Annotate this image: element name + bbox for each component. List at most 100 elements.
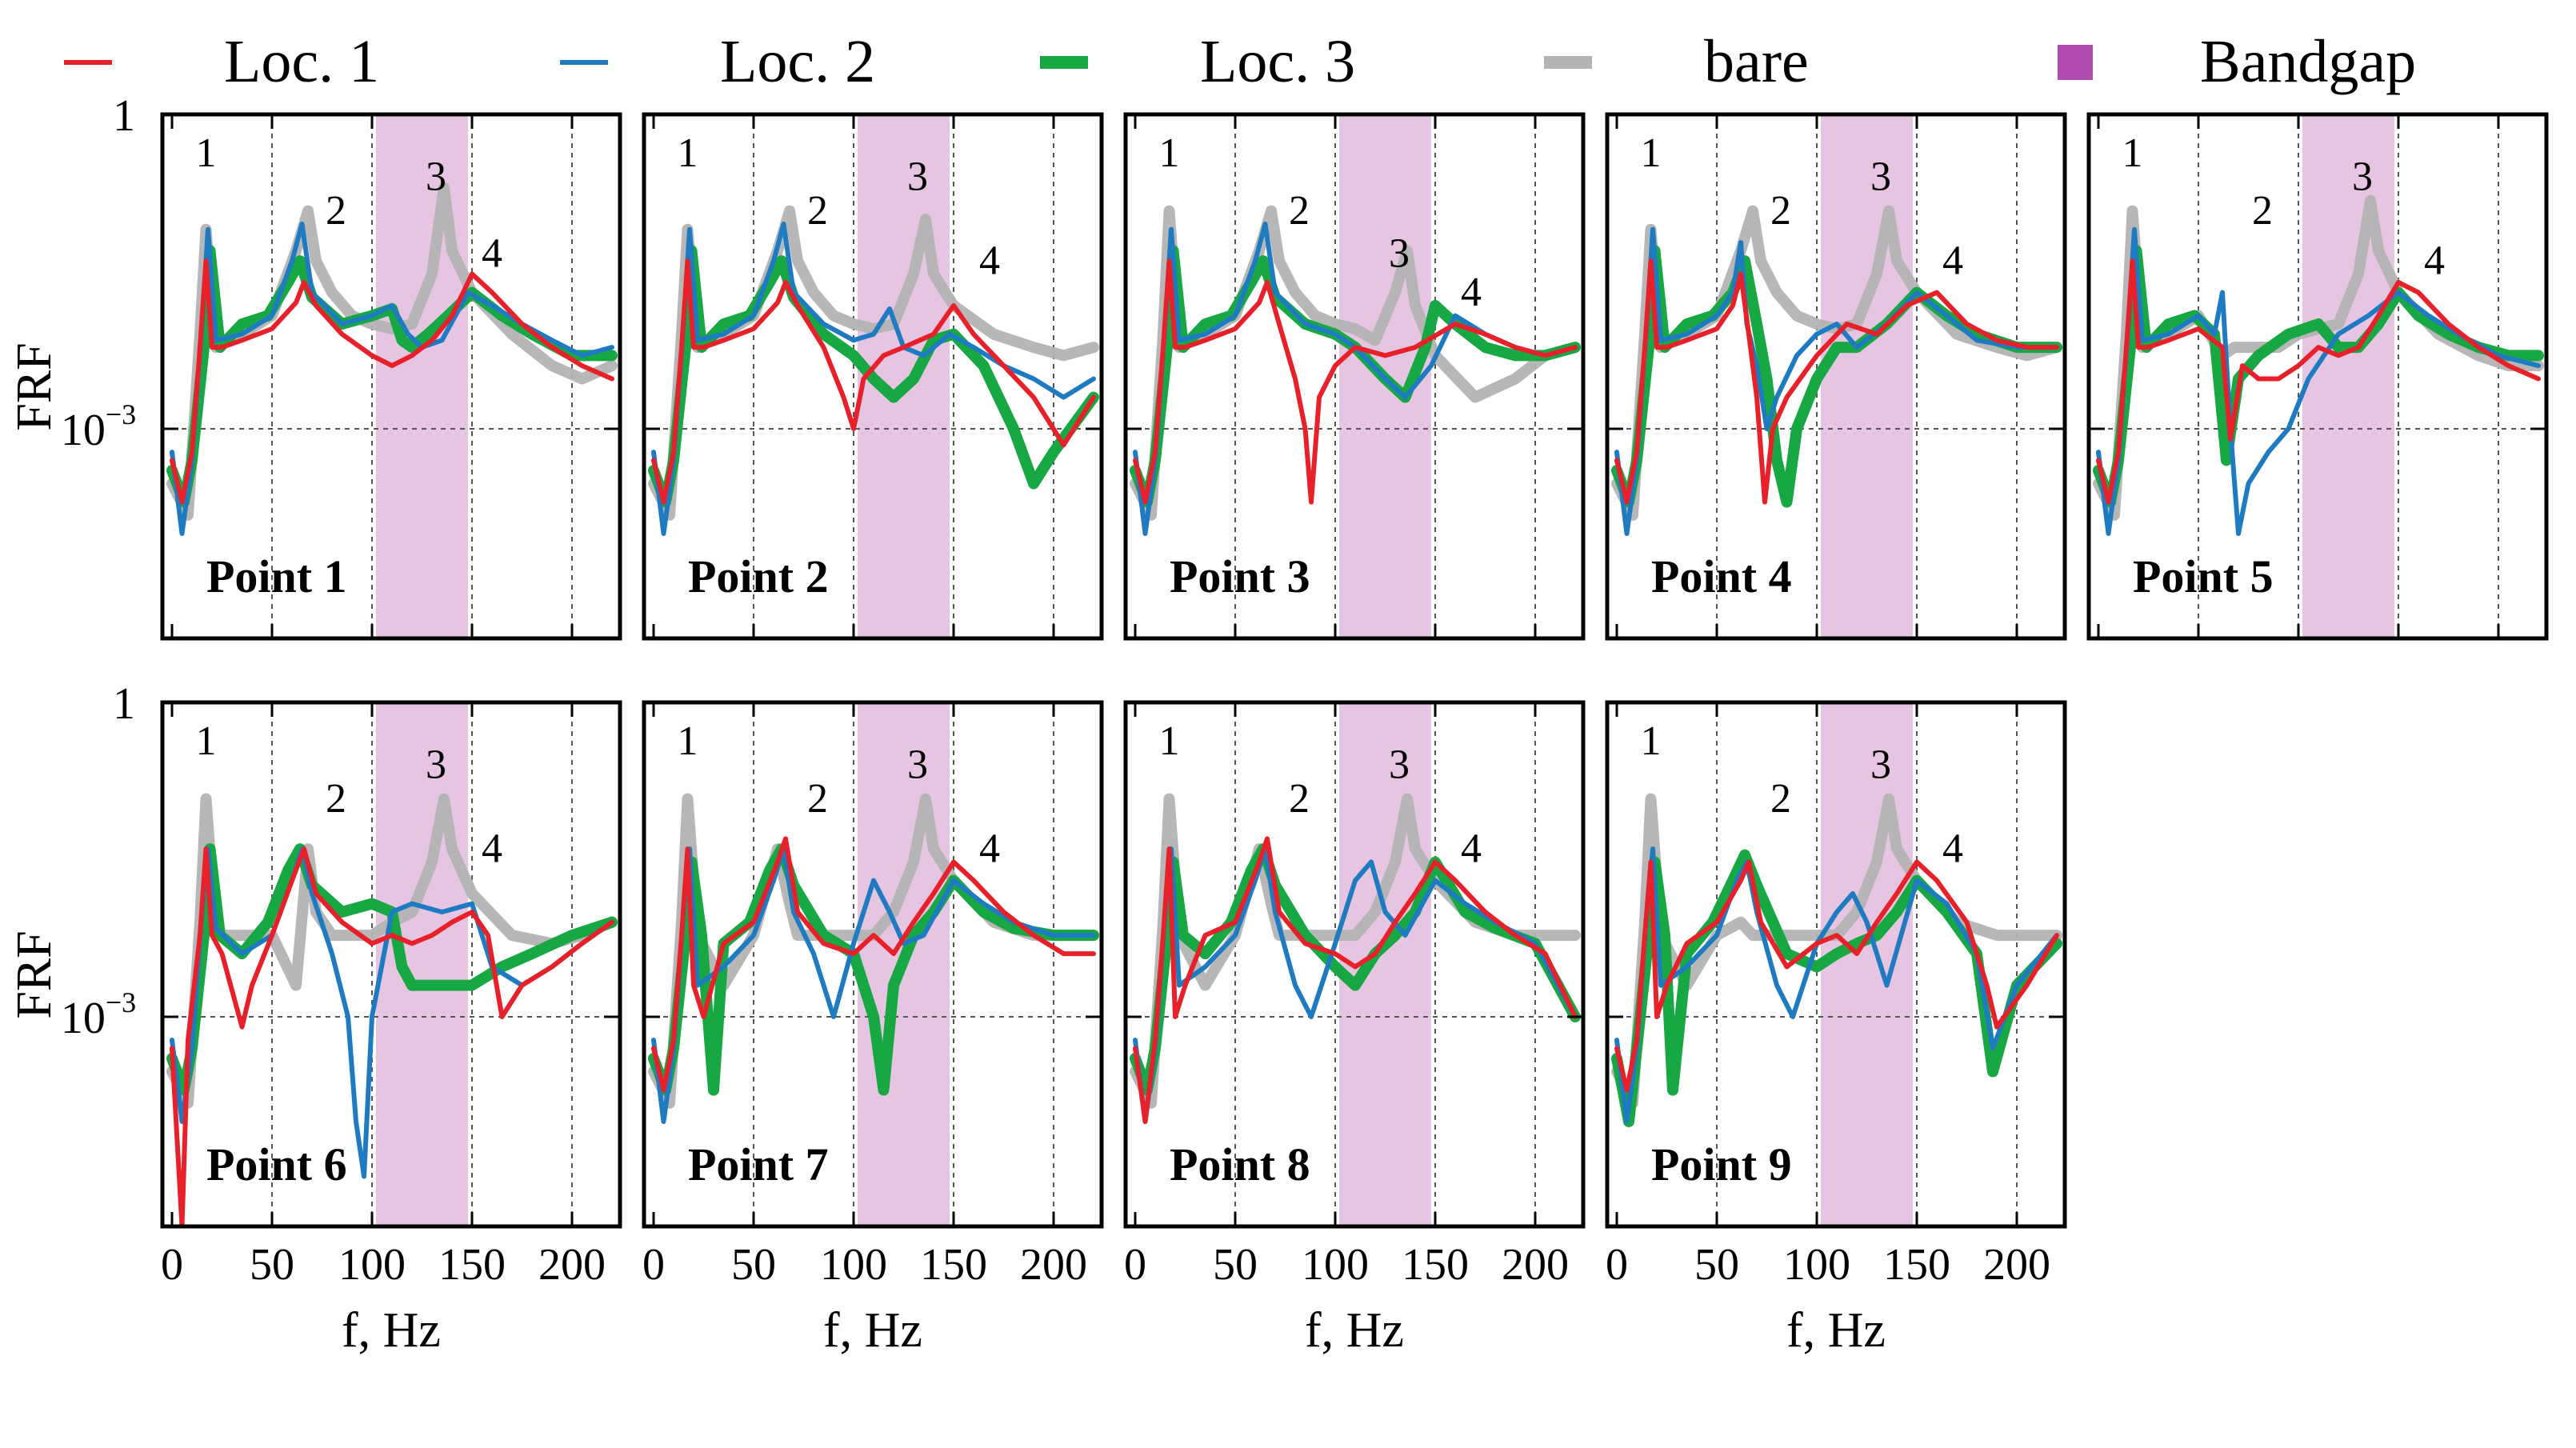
mode-label: 4	[1461, 826, 1482, 871]
mode-label: 1	[2122, 130, 2143, 176]
mode-label: 3	[426, 742, 446, 787]
panel-5: 1 2 3 4 Point 5	[2086, 112, 2549, 641]
y-tick-label-1e-3: 10−3	[61, 398, 136, 455]
legend-entry: bare	[1544, 28, 1809, 95]
series-line-loc-1	[170, 846, 614, 1226]
panel-2: 1 2 3 4 Point 2	[642, 112, 1104, 641]
x-axis-label: f, Hz	[823, 1303, 922, 1358]
panel-9: 1 2 3 4 Point 9 0 50 100 150 200 f, Hz	[1605, 700, 2067, 1358]
series-line-loc-1	[1133, 836, 1578, 1124]
mode-label: 3	[1870, 154, 1891, 199]
mode-label: 3	[907, 154, 928, 199]
mode-label: 4	[482, 231, 502, 277]
mode-label: 2	[326, 776, 346, 822]
mode-label: 1	[1641, 130, 1662, 176]
legend-entry: Loc. 1	[64, 28, 379, 95]
x-tick-label: 50	[1694, 1240, 1739, 1290]
bandgap-region	[1821, 702, 1913, 1226]
mode-label: 1	[678, 718, 698, 764]
legend-label: Loc. 2	[720, 28, 875, 95]
mode-label: 1	[196, 718, 217, 764]
x-tick-label: 100	[1302, 1240, 1369, 1290]
y-tick-label-1: 1	[113, 91, 135, 141]
panel-title: Point 9	[1651, 1138, 1792, 1190]
panel-7: 1 2 3 4 Point 7 0 50 100 150 200 f, Hz	[642, 700, 1104, 1358]
mode-label: 3	[2352, 154, 2373, 199]
series-group	[1611, 205, 2062, 536]
mode-label: 1	[1159, 718, 1180, 764]
mode-label: 1	[1159, 130, 1180, 176]
series-line-loc-1	[651, 258, 1096, 505]
mode-label: 4	[979, 826, 1000, 871]
mode-label: 2	[1770, 776, 1791, 822]
series-group	[1611, 793, 2062, 1127]
panel-title: Point 8	[1170, 1138, 1310, 1190]
panel-frame	[1123, 112, 1586, 641]
y-axis-label: FRF	[7, 930, 62, 1018]
panel-title: Point 7	[688, 1138, 829, 1190]
y-tick-label-1e-3: 10−3	[61, 986, 136, 1043]
y-tick-label-1: 1	[113, 679, 135, 729]
mode-label: 2	[2252, 188, 2273, 234]
x-tick-label: 0	[642, 1240, 665, 1290]
x-tick-label: 150	[1402, 1240, 1469, 1290]
x-tick-label: 50	[250, 1240, 294, 1290]
mode-label: 2	[1289, 776, 1310, 822]
series-line-loc-1	[1614, 859, 2059, 1093]
y-axis-label: FRF	[7, 342, 62, 430]
series-group	[1130, 205, 1581, 536]
bandgap-region	[2302, 114, 2394, 638]
x-tick-label: 0	[1606, 1240, 1628, 1290]
x-tick-label: 200	[1020, 1240, 1087, 1290]
panel-frame	[642, 112, 1104, 641]
legend-entry: Loc. 2	[560, 28, 875, 95]
x-tick-label: 0	[1124, 1240, 1146, 1290]
series-group	[648, 793, 1099, 1124]
panel-title: Point 1	[206, 550, 347, 602]
legend-label: Loc. 1	[224, 28, 379, 95]
panel-frame	[1123, 700, 1586, 1229]
mode-label: 1	[678, 130, 698, 176]
legend-label: Bandgap	[2200, 28, 2416, 95]
x-tick-label: 200	[1502, 1240, 1569, 1290]
series-line-loc-2	[1614, 226, 2059, 536]
panel-frame	[1605, 700, 2067, 1229]
legend-swatch-4	[2058, 45, 2093, 80]
panel-title: Point 3	[1170, 550, 1310, 602]
x-tick-label: 150	[920, 1240, 987, 1290]
panel-frame	[160, 112, 622, 641]
x-tick-label: 150	[438, 1240, 506, 1290]
series-group	[166, 793, 618, 1226]
exponent: −3	[106, 398, 136, 430]
panel-3: 1 2 3 4 Point 3	[1123, 112, 1586, 641]
x-axis-label: f, Hz	[1786, 1303, 1886, 1358]
bandgap-region	[376, 702, 468, 1226]
panel-8: 1 2 3 4 Point 8 0 50 100 150 200 f, Hz	[1123, 700, 1586, 1358]
mode-label: 4	[482, 826, 502, 871]
panel-frame	[160, 700, 622, 1229]
mode-label: 2	[326, 188, 346, 234]
series-group	[1130, 793, 1581, 1124]
panel-title: Point 6	[206, 1138, 347, 1190]
series-line-loc-1	[170, 258, 614, 505]
x-tick-label: 0	[161, 1240, 183, 1290]
panel-title: Point 5	[2133, 550, 2274, 602]
x-tick-label: 200	[1983, 1240, 2050, 1290]
mode-label: 4	[1942, 238, 1963, 283]
series-line-loc-1	[1133, 258, 1578, 505]
mode-label: 1	[196, 130, 217, 176]
panel-frame	[642, 700, 1104, 1229]
mode-label: 2	[807, 188, 828, 234]
panel-4: 1 2 3 4 Point 4	[1605, 112, 2067, 641]
panel-frame	[2086, 112, 2549, 641]
mode-label: 3	[1870, 742, 1891, 787]
series-line-loc-2	[1614, 846, 2059, 1124]
mode-label: 4	[1461, 270, 1482, 315]
mode-label: 1	[1641, 718, 1662, 764]
x-tick-label: 50	[1213, 1240, 1258, 1290]
mode-label: 4	[1942, 826, 1963, 871]
panel-title: Point 2	[688, 550, 829, 602]
x-tick-label: 100	[820, 1240, 887, 1290]
